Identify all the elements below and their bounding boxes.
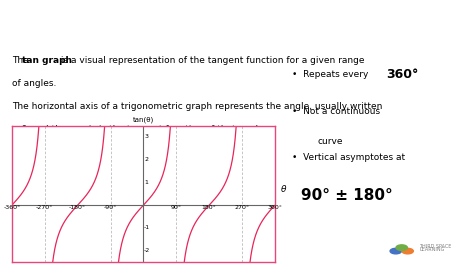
Text: 90° ± 180°: 90° ± 180° bbox=[301, 188, 393, 203]
Text: •  Not a continuous: • Not a continuous bbox=[292, 107, 380, 116]
Circle shape bbox=[402, 248, 413, 254]
Text: -180°: -180° bbox=[69, 205, 86, 210]
Text: tan graph: tan graph bbox=[22, 56, 72, 65]
Text: 360°: 360° bbox=[267, 205, 283, 210]
Circle shape bbox=[396, 245, 407, 250]
Text: Tan Graph: Tan Graph bbox=[12, 14, 99, 29]
Text: -270°: -270° bbox=[36, 205, 54, 210]
Circle shape bbox=[390, 248, 401, 254]
Text: 90°: 90° bbox=[171, 205, 182, 210]
Text: 2: 2 bbox=[144, 157, 148, 162]
Text: 1: 1 bbox=[144, 180, 148, 185]
Text: θ: θ bbox=[281, 185, 286, 194]
Text: 270°: 270° bbox=[235, 205, 249, 210]
Text: The horizontal axis of a trigonometric graph represents the angle, usually writt: The horizontal axis of a trigonometric g… bbox=[12, 102, 382, 111]
Text: θ: θ bbox=[20, 125, 26, 134]
Text: LEARNING: LEARNING bbox=[419, 247, 445, 252]
Text: 180°: 180° bbox=[202, 205, 217, 210]
Text: tan(θ): tan(θ) bbox=[133, 117, 154, 123]
Text: -1: -1 bbox=[144, 225, 150, 230]
Text: •  Vertical asymptotes at: • Vertical asymptotes at bbox=[292, 153, 405, 162]
Text: is a visual representation of the tangent function for a given range: is a visual representation of the tangen… bbox=[58, 56, 365, 65]
Text: as: as bbox=[12, 125, 25, 134]
Text: •  Repeats every: • Repeats every bbox=[292, 70, 371, 79]
Text: -360°: -360° bbox=[3, 205, 20, 210]
Text: curve: curve bbox=[318, 137, 343, 146]
Text: The: The bbox=[12, 56, 31, 65]
Text: -2: -2 bbox=[144, 248, 150, 253]
Text: THIRD SPACE: THIRD SPACE bbox=[419, 244, 452, 249]
Text: 360°: 360° bbox=[386, 68, 419, 81]
Text: -90°: -90° bbox=[104, 205, 117, 210]
Text: of angles.: of angles. bbox=[12, 79, 56, 88]
Text: , and the y-axis is the tangent function of that angle.: , and the y-axis is the tangent function… bbox=[26, 125, 266, 134]
Text: 3: 3 bbox=[144, 135, 148, 140]
